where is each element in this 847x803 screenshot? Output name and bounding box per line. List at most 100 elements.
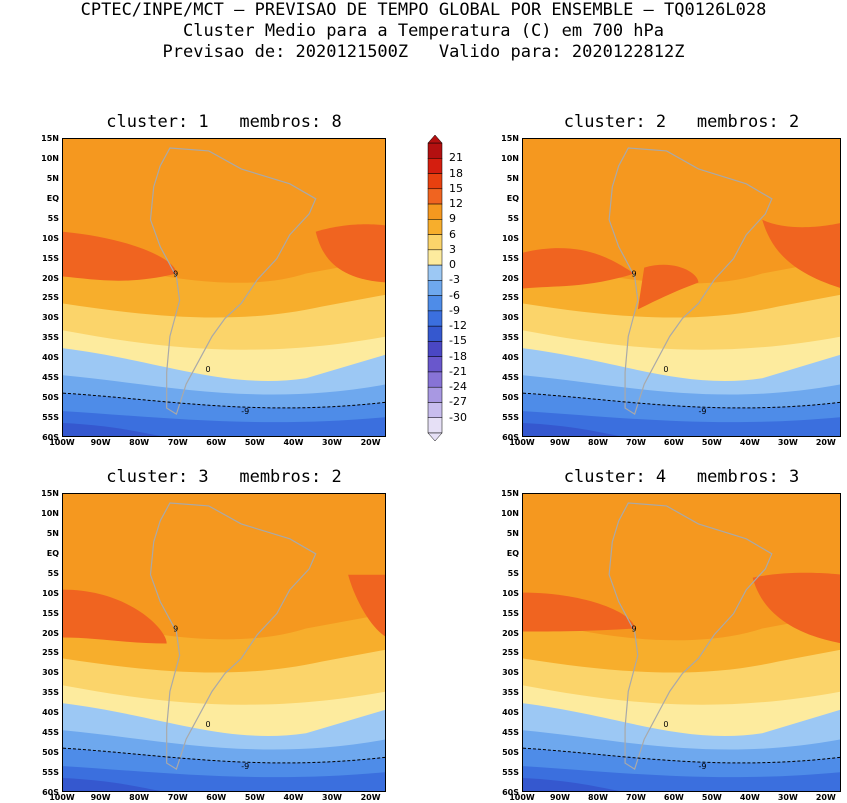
temperature-band-10 — [348, 574, 385, 637]
colorbar-segment — [427, 234, 443, 251]
colorbar-segment — [427, 219, 443, 235]
lat-tick-label: 50S — [42, 748, 59, 758]
lat-tick-label: 40S — [42, 708, 59, 718]
lon-tick-label: 20W — [360, 793, 381, 802]
header-line-1: CPTEC/INPE/MCT – PREVISAO DE TEMPO GLOBA… — [80, 0, 767, 20]
map-panel-2: 9 0 -9 — [522, 138, 841, 437]
contour-label: 0 — [663, 720, 668, 729]
contour-minus9 — [523, 748, 841, 763]
lat-tick-label: 5N — [506, 528, 519, 538]
lat-tick-label: 20S — [502, 628, 519, 638]
lat-tick-label: 5N — [46, 173, 59, 183]
lat-tick-label: 50S — [502, 393, 519, 403]
lat-tick-label: 50S — [502, 748, 519, 758]
temperature-band-10 — [637, 264, 699, 310]
lon-tick-label: 100W — [509, 793, 535, 802]
lat-tick-label: 10S — [502, 588, 519, 598]
lon-tick-label: 50W — [701, 793, 722, 802]
lat-tick-label: EQ — [46, 193, 59, 203]
contour-label: 0 — [206, 720, 211, 729]
colorbar-segment — [427, 188, 443, 205]
lon-tick-label: 20W — [815, 438, 836, 447]
contour-label: -9 — [698, 407, 706, 416]
coastline — [609, 148, 772, 414]
lat-tick-label: 20S — [502, 273, 519, 283]
lon-tick-label: 60W — [663, 438, 684, 447]
map-panel-1: 9 0 -9 — [62, 138, 386, 437]
lat-tick-label: 15S — [502, 253, 519, 263]
header-line-3: Previsao de: 2020121500Z Valido para: 20… — [162, 42, 685, 62]
lat-tick-label: 60S — [42, 433, 59, 442]
lat-tick-label: 60S — [502, 433, 519, 442]
panel-title-1: cluster: 1 membros: 8 — [106, 112, 342, 132]
lon-tick-label: 100W — [49, 438, 75, 447]
temperature-band-9 — [63, 231, 177, 281]
colorbar-label: -24 — [449, 380, 467, 394]
lon-tick-label: 80W — [129, 793, 150, 802]
coastline — [150, 148, 315, 414]
colorbar-segment — [427, 402, 443, 418]
temperature-band-8 — [63, 423, 161, 436]
temperature-band-9 — [523, 592, 635, 632]
temperature-band-8 — [523, 778, 620, 791]
lon-tick-label: 30W — [777, 793, 798, 802]
lat-tick-label: 5S — [507, 568, 519, 578]
temperature-band-7 — [63, 411, 385, 436]
lat-tick-label: 5N — [506, 173, 519, 183]
lon-tick-label: 90W — [549, 793, 570, 802]
temperature-band-9 — [63, 589, 167, 644]
lon-tick-label: 60W — [206, 793, 227, 802]
temperature-band-11 — [762, 219, 840, 288]
colorbar-segment — [427, 295, 443, 312]
lat-tick-label: 30S — [42, 668, 59, 678]
colorbar-segment — [427, 417, 443, 434]
panel-title-2: cluster: 2 membros: 2 — [563, 112, 800, 132]
colorbar-segment — [427, 310, 443, 327]
colorbar-segment — [427, 173, 443, 190]
colorbar-segment — [427, 280, 443, 296]
lat-tick-label: 50S — [42, 393, 59, 403]
lon-tick-label: 90W — [90, 793, 111, 802]
colorbar-segment — [427, 158, 443, 174]
temperature-band-10 — [752, 572, 840, 644]
colorbar-label: 12 — [449, 197, 463, 211]
lat-tick-label: 15N — [41, 134, 59, 143]
colorbar-segment — [427, 249, 443, 266]
contour-label: 9 — [631, 625, 636, 634]
panel-title-4: cluster: 4 membros: 3 — [563, 467, 800, 487]
lat-tick-label: 25S — [42, 648, 59, 658]
temperature-band-10 — [315, 224, 385, 283]
colorbar-segment — [427, 142, 443, 159]
lat-tick-label: 15S — [42, 608, 59, 618]
lat-tick-label: 10S — [42, 588, 59, 598]
lat-tick-label: 60S — [502, 788, 519, 797]
lat-tick-label: 40S — [502, 353, 519, 363]
colorbar-bottom-arrow — [427, 432, 443, 441]
colorbar-label: -21 — [449, 364, 467, 378]
colorbar-label: -9 — [449, 303, 460, 317]
lon-tick-label: 40W — [739, 793, 760, 802]
contour-label: 9 — [631, 270, 636, 279]
colorbar-segment — [427, 203, 443, 220]
contour-label: 0 — [663, 365, 668, 374]
lat-tick-label: 40S — [502, 708, 519, 718]
temperature-band-9 — [523, 248, 635, 289]
contour-label: 0 — [206, 365, 211, 374]
lat-tick-label: 5S — [507, 213, 519, 223]
contour-label: -9 — [698, 762, 706, 771]
contour-label: 9 — [173, 625, 178, 634]
lat-tick-label: 45S — [502, 728, 519, 738]
lon-tick-label: 50W — [244, 438, 265, 447]
lat-tick-label: 15S — [502, 608, 519, 618]
lat-tick-label: 15N — [41, 489, 59, 498]
lon-tick-label: 50W — [701, 438, 722, 447]
temperature-band-7 — [63, 766, 385, 791]
lon-tick-label: 100W — [509, 438, 535, 447]
lat-tick-label: 55S — [502, 413, 519, 423]
lat-tick-label: 45S — [42, 373, 59, 383]
lon-tick-label: 90W — [90, 438, 111, 447]
lat-tick-label: EQ — [506, 193, 519, 203]
colorbar-segment — [427, 356, 443, 373]
lat-tick-label: 55S — [42, 413, 59, 423]
lat-tick-label: 25S — [42, 293, 59, 303]
